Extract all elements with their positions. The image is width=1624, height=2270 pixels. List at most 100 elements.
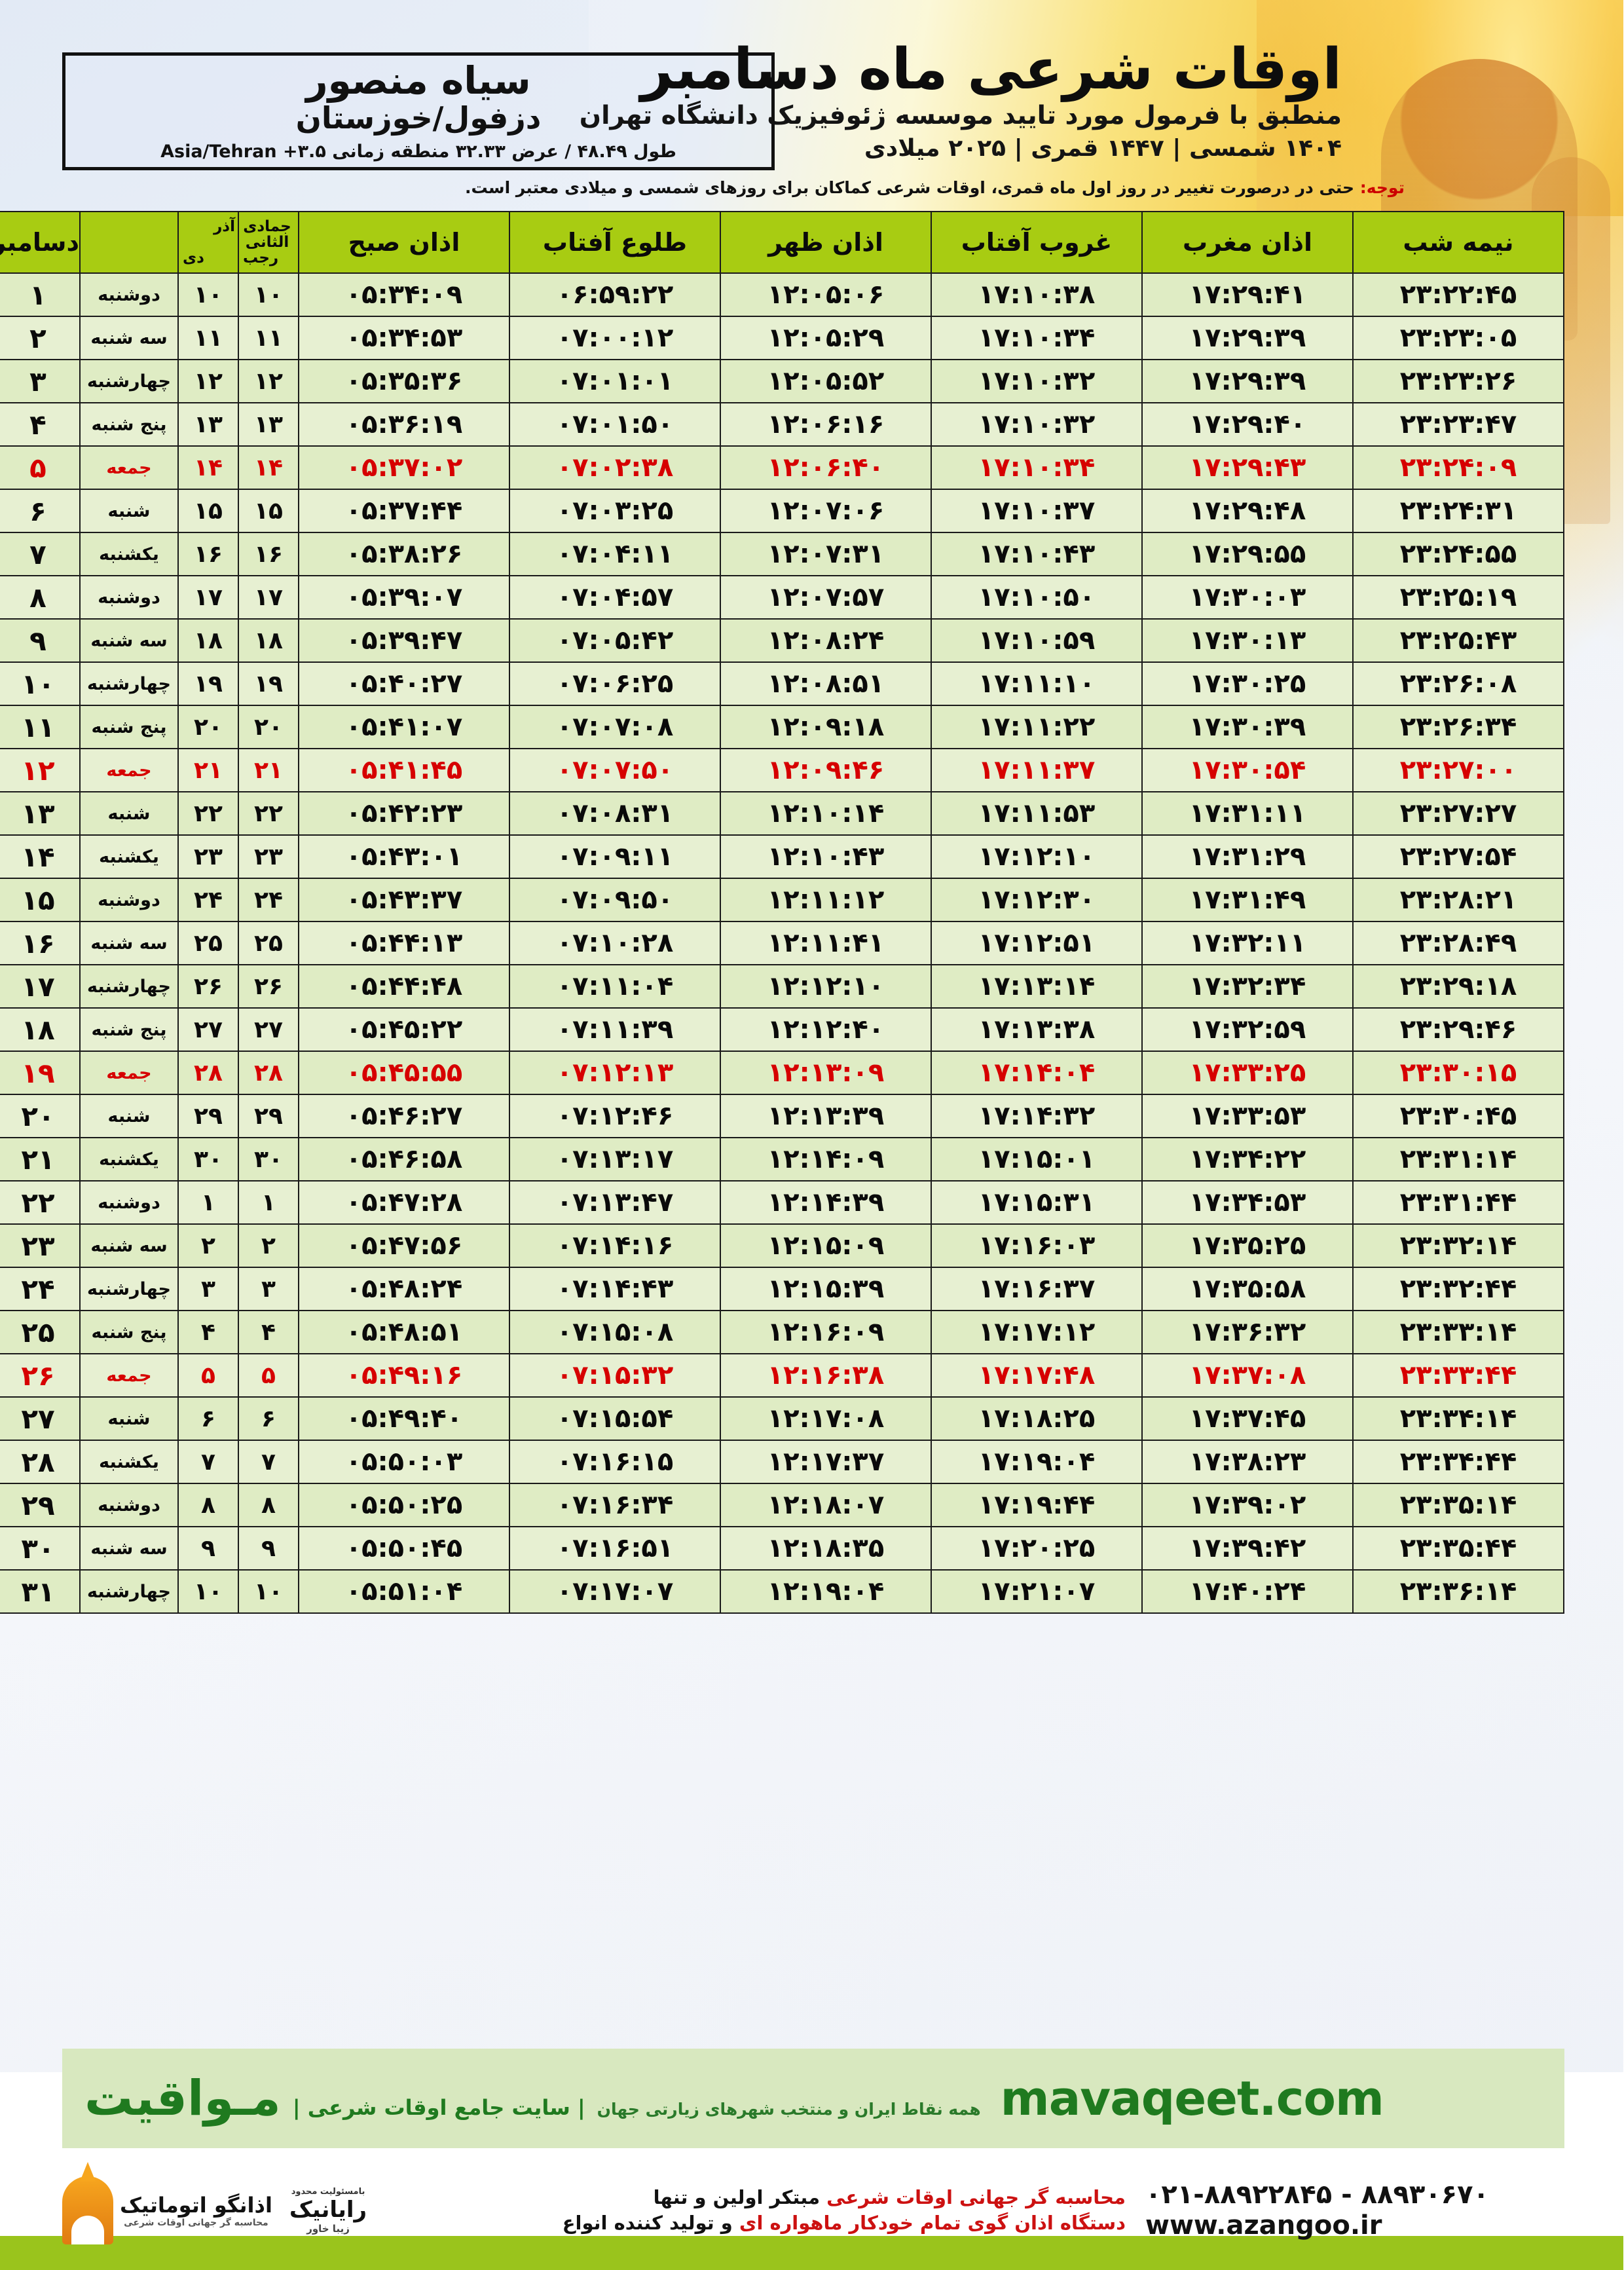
cell-hijri: ۱ xyxy=(238,1180,300,1225)
table-body: ۲۳:۲۲:۴۵ ۱۷:۲۹:۴۱ ۱۷:۱۰:۳۸ ۱۲:۰۵:۰۶ ۰۶:۵۹:۲۲… xyxy=(0,272,1565,1614)
cell-weekday: یکشنبه xyxy=(80,532,179,576)
cell-greg: ۲ xyxy=(0,316,81,360)
page-subtitle: منطبق با فرمول مورد تایید موسسه ژئوفیزیک… xyxy=(580,101,1342,131)
cell-hijri: ۲۱ xyxy=(238,748,300,792)
table-row: ۲۳:۳۴:۱۴ ۱۷:۳۷:۴۵ ۱۷:۱۸:۲۵ ۱۲:۱۷:۰۸ ۰۷:۱۵:۵۴… xyxy=(0,1396,1565,1441)
cell-dey: ۲۲ xyxy=(178,791,240,836)
table-row: ۲۳:۲۵:۴۳ ۱۷:۳۰:۱۳ ۱۷:۱۰:۵۹ ۱۲:۰۸:۲۴ ۰۷:۰۵:۴۲… xyxy=(0,618,1565,663)
cell-dey: ۲۴ xyxy=(178,878,240,922)
cell-weekday: یکشنبه xyxy=(80,1137,179,1182)
table-row: ۲۳:۲۲:۴۵ ۱۷:۲۹:۴۱ ۱۷:۱۰:۳۸ ۱۲:۰۵:۰۶ ۰۶:۵۹:۲۲… xyxy=(0,272,1565,317)
cell-sunset: ۱۷:۱۳:۱۴ xyxy=(931,964,1143,1009)
cell-hijri: ۱۵ xyxy=(238,489,300,533)
cell-weekday: سه شنبه xyxy=(80,1223,179,1268)
cell-dey: ۲۳ xyxy=(178,834,240,879)
cell-sunset: ۱۷:۱۰:۳۲ xyxy=(931,359,1143,403)
location-region: دزفول/خوزستان xyxy=(296,100,542,136)
cell-sunrise: ۰۷:۰۹:۵۰ xyxy=(509,878,722,922)
cell-sunrise: ۰۷:۱۲:۴۶ xyxy=(509,1094,722,1138)
page-header: سیاه منصور دزفول/خوزستان طول ۴۸.۴۹ / عرض… xyxy=(0,0,1624,216)
cell-greg: ۲۷ xyxy=(0,1396,81,1441)
azangoo-logo-name: اذانگو اتوماتیک xyxy=(120,2193,273,2218)
cell-maghrib: ۱۷:۳۲:۱۱ xyxy=(1142,921,1354,965)
cell-maghrib: ۱۷:۳۶:۳۲ xyxy=(1142,1310,1354,1354)
cell-hijri: ۱۷ xyxy=(238,575,300,620)
table-row: ۲۳:۲۳:۴۷ ۱۷:۲۹:۴۰ ۱۷:۱۰:۳۲ ۱۲:۰۶:۱۶ ۰۷:۰۱:۵۰… xyxy=(0,402,1565,447)
cell-sunrise: ۰۷:۰۷:۰۸ xyxy=(509,705,722,749)
cell-sunrise: ۰۷:۱۲:۱۳ xyxy=(509,1051,722,1095)
cell-hijri: ۱۴ xyxy=(238,445,300,490)
cell-weekday: شنبه xyxy=(80,489,179,533)
cell-sunrise: ۰۷:۰۵:۴۲ xyxy=(509,618,722,663)
cell-dhuhr: ۱۲:۰۹:۱۸ xyxy=(720,705,932,749)
footer-slogan-line2-highlight: دستگاه اذان گوی تمام خودکار ماهواره ای xyxy=(739,2212,1126,2234)
cell-sunrise: ۰۷:۱۴:۱۶ xyxy=(509,1223,722,1268)
footer-website[interactable]: www.azangoo.ir xyxy=(1146,2210,1383,2241)
cell-sunrise: ۰۷:۱۶:۵۱ xyxy=(509,1526,722,1571)
cell-greg: ۶ xyxy=(0,489,81,533)
cell-sunset: ۱۷:۱۱:۲۲ xyxy=(931,705,1143,749)
cell-dey: ۹ xyxy=(178,1526,240,1571)
cell-sunset: ۱۷:۱۰:۳۴ xyxy=(931,445,1143,490)
cell-sunset: ۱۷:۱۹:۴۴ xyxy=(931,1483,1143,1527)
cell-fajr: ۰۵:۴۵:۵۵ xyxy=(299,1051,511,1095)
footer-slogan-line1-plain: مبتکر اولین و تنها xyxy=(654,2186,821,2208)
cell-greg: ۲۶ xyxy=(0,1353,81,1398)
cell-sunrise: ۰۷:۰۷:۵۰ xyxy=(509,748,722,792)
cell-sunset: ۱۷:۱۷:۱۲ xyxy=(931,1310,1143,1354)
cell-hijri: ۳۰ xyxy=(238,1137,300,1182)
cell-greg: ۱۸ xyxy=(0,1007,81,1052)
cell-greg: ۲۹ xyxy=(0,1483,81,1527)
cell-hijri: ۲۳ xyxy=(238,834,300,879)
cell-hijri: ۲۲ xyxy=(238,791,300,836)
cell-maghrib: ۱۷:۳۷:۰۸ xyxy=(1142,1353,1354,1398)
cell-greg: ۲۳ xyxy=(0,1223,81,1268)
cell-maghrib: ۱۷:۳۲:۵۹ xyxy=(1142,1007,1354,1052)
cell-weekday: جمعه xyxy=(80,445,179,490)
cell-hijri: ۲۷ xyxy=(238,1007,300,1052)
cell-fajr: ۰۵:۴۱:۴۵ xyxy=(299,748,511,792)
cell-dey: ۲۰ xyxy=(178,705,240,749)
cell-sunrise: ۰۷:۰۲:۳۸ xyxy=(509,445,722,490)
cell-midnight: ۲۳:۲۶:۰۸ xyxy=(1353,661,1565,706)
cell-fajr: ۰۵:۳۷:۴۴ xyxy=(299,489,511,533)
table-row: ۲۳:۳۲:۴۴ ۱۷:۳۵:۵۸ ۱۷:۱۶:۳۷ ۱۲:۱۵:۳۹ ۰۷:۱۴:۴۳… xyxy=(0,1267,1565,1311)
cell-hijri: ۱۲ xyxy=(238,359,300,403)
table-row: ۲۳:۳۰:۱۵ ۱۷:۳۳:۲۵ ۱۷:۱۴:۰۴ ۱۲:۱۳:۰۹ ۰۷:۱۲:۱۳… xyxy=(0,1051,1565,1095)
cell-maghrib: ۱۷:۳۵:۲۵ xyxy=(1142,1223,1354,1268)
cell-midnight: ۲۳:۲۳:۴۷ xyxy=(1353,402,1565,447)
cell-midnight: ۲۳:۳۰:۴۵ xyxy=(1353,1094,1565,1138)
cell-maghrib: ۱۷:۳۴:۲۲ xyxy=(1142,1137,1354,1182)
table-row: ۲۳:۲۳:۰۵ ۱۷:۲۹:۳۹ ۱۷:۱۰:۳۴ ۱۲:۰۵:۲۹ ۰۷:۰۰:۱۲… xyxy=(0,316,1565,360)
cell-midnight: ۲۳:۲۶:۳۴ xyxy=(1353,705,1565,749)
col-dey-bottom: دی xyxy=(183,249,205,267)
cell-fajr: ۰۵:۵۰:۲۵ xyxy=(299,1483,511,1527)
cell-weekday: پنج شنبه xyxy=(80,1007,179,1052)
cell-dhuhr: ۱۲:۱۷:۳۷ xyxy=(720,1440,932,1484)
cell-hijri: ۲ xyxy=(238,1223,300,1268)
rayaneek-logo-name: رایانیک xyxy=(289,2196,368,2223)
cell-maghrib: ۱۷:۲۹:۴۳ xyxy=(1142,445,1354,490)
promo-url[interactable]: mavaqeet.com xyxy=(1001,2071,1385,2126)
cell-weekday: چهارشنبه xyxy=(80,964,179,1009)
cell-dey: ۲۹ xyxy=(178,1094,240,1138)
azangoo-logo-sub: محاسبه گر جهانی اوقات شرعی xyxy=(124,2218,269,2228)
cell-fajr: ۰۵:۵۱:۰۴ xyxy=(299,1569,511,1614)
cell-dhuhr: ۱۲:۱۲:۴۰ xyxy=(720,1007,932,1052)
cell-hijri: ۱۱ xyxy=(238,316,300,360)
footer-slogan-line2-plain: و تولید کننده انواع xyxy=(563,2212,733,2234)
cell-hijri: ۲۵ xyxy=(238,921,300,965)
cell-midnight: ۲۳:۳۰:۱۵ xyxy=(1353,1051,1565,1095)
cell-greg: ۳۱ xyxy=(0,1569,81,1614)
cell-weekday: چهارشنبه xyxy=(80,359,179,403)
cell-sunrise: ۰۷:۱۵:۳۲ xyxy=(509,1353,722,1398)
cell-hijri: ۱۰ xyxy=(238,272,300,317)
cell-sunrise: ۰۷:۰۳:۲۵ xyxy=(509,489,722,533)
cell-greg: ۱۲ xyxy=(0,748,81,792)
cell-greg: ۲۰ xyxy=(0,1094,81,1138)
cell-sunset: ۱۷:۱۳:۳۸ xyxy=(931,1007,1143,1052)
cell-sunset: ۱۷:۱۵:۰۱ xyxy=(931,1137,1143,1182)
cell-midnight: ۲۳:۲۴:۳۱ xyxy=(1353,489,1565,533)
cell-sunrise: ۰۷:۱۷:۰۷ xyxy=(509,1569,722,1614)
col-gregorian: دسامبر xyxy=(0,211,81,274)
